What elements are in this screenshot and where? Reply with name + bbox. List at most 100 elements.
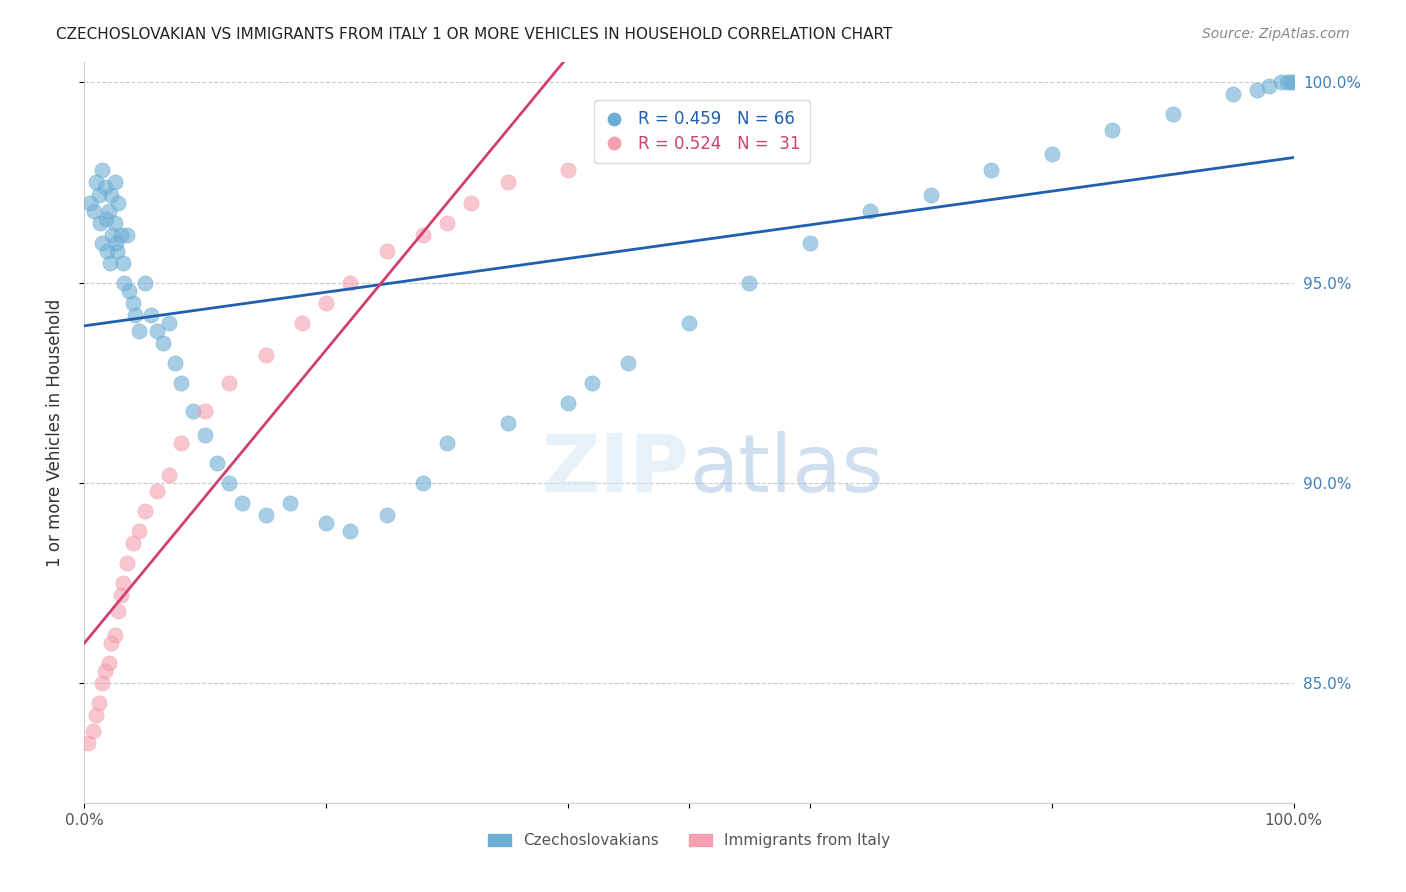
Point (89, 215, 111, 229)
Point (146, 483, 169, 498)
Point (87, 187, 110, 202)
Point (1246, 83, 1268, 97)
Point (738, 276, 761, 290)
Point (86, 707, 108, 722)
Point (100, 636, 122, 650)
Point (1161, 107, 1184, 121)
Point (91, 235, 114, 250)
Point (859, 203, 882, 218)
Point (97, 203, 120, 218)
Point (107, 195, 129, 210)
Point (83, 203, 105, 218)
Point (124, 308, 146, 322)
Point (94, 664, 117, 678)
Point (1222, 87, 1244, 102)
Point (1282, 75, 1305, 89)
Point (1101, 123, 1123, 137)
Point (194, 427, 217, 442)
Point (100, 187, 122, 202)
Point (1270, 75, 1292, 89)
Point (152, 335, 174, 350)
Point (94, 179, 117, 194)
Point (231, 496, 253, 510)
Point (170, 435, 193, 450)
Point (94, 211, 117, 226)
Point (181, 403, 204, 417)
Point (134, 503, 156, 517)
Point (121, 295, 143, 310)
Point (112, 575, 135, 590)
Y-axis label: 1 or more Vehicles in Household: 1 or more Vehicles in Household (45, 299, 63, 566)
Point (104, 235, 127, 250)
Text: CZECHOSLOVAKIAN VS IMMIGRANTS FROM ITALY 1 OR MORE VEHICLES IN HOUSEHOLD CORRELA: CZECHOSLOVAKIAN VS IMMIGRANTS FROM ITALY… (56, 27, 893, 42)
Point (91, 163, 114, 178)
Text: Source: ZipAtlas.com: Source: ZipAtlas.com (1202, 27, 1350, 41)
Point (110, 588, 132, 602)
Point (112, 255, 135, 269)
Point (436, 215, 458, 229)
Point (82, 723, 104, 738)
Point (254, 348, 277, 362)
Point (254, 508, 277, 522)
Point (496, 176, 519, 190)
Point (112, 276, 135, 290)
Point (375, 508, 398, 522)
Point (121, 535, 143, 549)
Point (118, 284, 141, 298)
Point (110, 227, 132, 242)
Point (920, 187, 942, 202)
Point (79, 195, 101, 210)
Point (104, 215, 127, 229)
Point (557, 163, 579, 178)
Point (218, 475, 240, 490)
Point (107, 604, 129, 618)
Point (1258, 79, 1281, 94)
Point (157, 316, 180, 330)
Point (617, 355, 640, 369)
Point (98, 255, 121, 269)
Point (218, 376, 240, 390)
Point (980, 163, 1002, 178)
Point (207, 456, 229, 470)
Point (157, 467, 180, 482)
Point (104, 176, 127, 190)
Point (134, 276, 156, 290)
Point (77, 736, 100, 750)
Legend: Czechoslovakians, Immigrants from Italy: Czechoslovakians, Immigrants from Italy (481, 827, 897, 855)
Point (412, 227, 434, 242)
Point (1277, 75, 1299, 89)
Point (315, 516, 337, 530)
Point (291, 316, 314, 330)
Point (339, 524, 361, 538)
Point (139, 308, 162, 322)
Point (128, 524, 150, 538)
Point (581, 376, 603, 390)
Point (146, 324, 169, 338)
Text: atlas: atlas (689, 431, 883, 508)
Point (101, 227, 124, 242)
Point (97, 656, 120, 670)
Point (115, 556, 138, 570)
Point (1279, 75, 1302, 89)
Point (170, 376, 193, 390)
Point (278, 496, 301, 510)
Point (194, 403, 217, 417)
Point (375, 244, 398, 258)
Point (96, 244, 118, 258)
Point (557, 395, 579, 409)
Point (436, 435, 458, 450)
Point (315, 295, 337, 310)
Point (87, 696, 110, 710)
Point (115, 227, 138, 242)
Point (86, 176, 108, 190)
Point (496, 416, 519, 430)
Point (91, 675, 114, 690)
Point (165, 355, 187, 369)
Point (104, 628, 127, 642)
Point (460, 195, 482, 210)
Point (412, 475, 434, 490)
Point (799, 235, 821, 250)
Point (105, 244, 128, 258)
Text: ZIP: ZIP (541, 431, 689, 508)
Point (128, 324, 150, 338)
